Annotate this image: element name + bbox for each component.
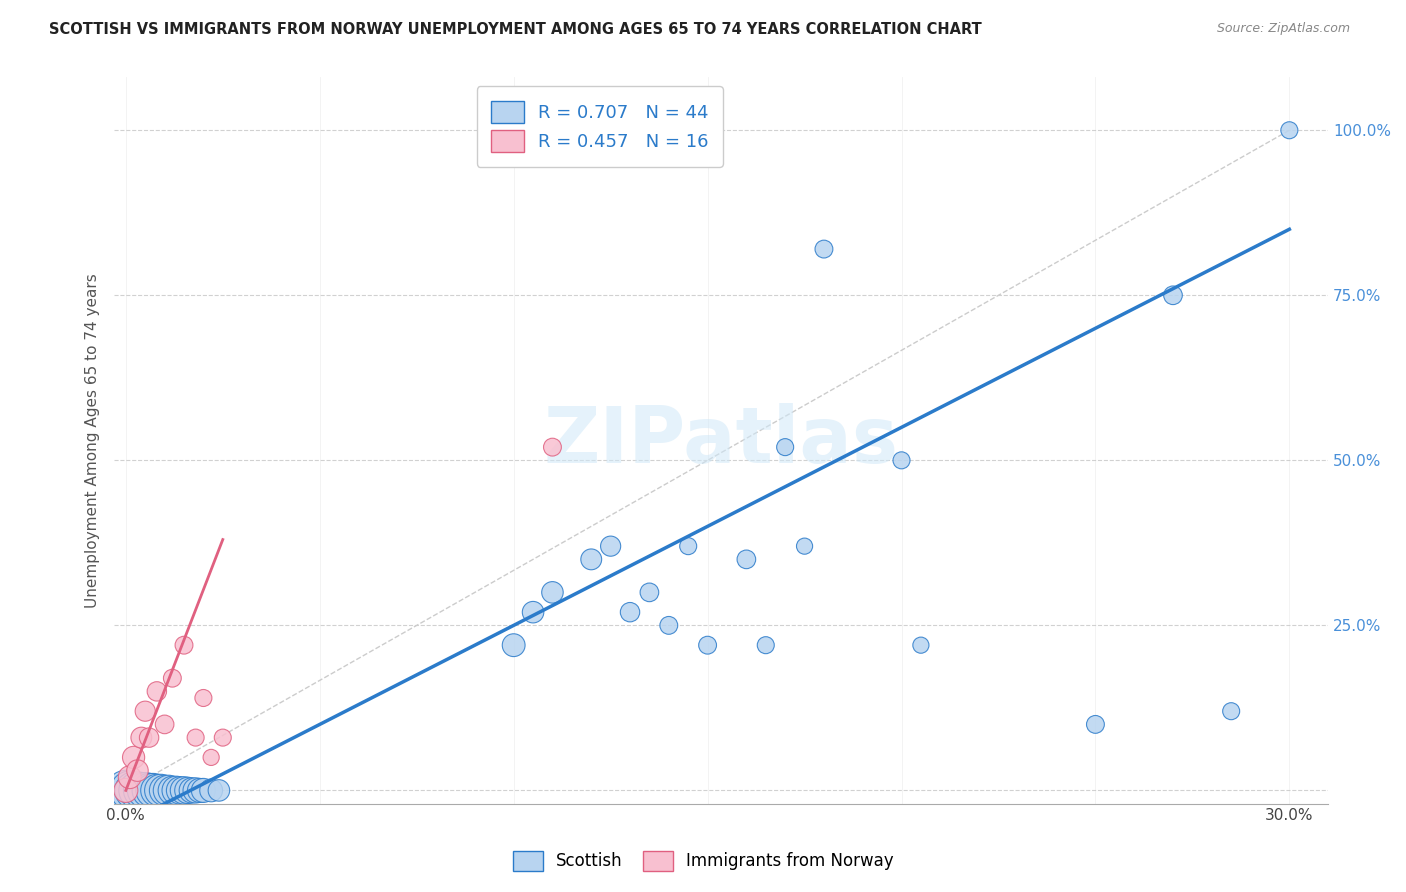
Point: [696, 638, 718, 652]
Y-axis label: Unemployment Among Ages 65 to 74 years: Unemployment Among Ages 65 to 74 years: [86, 273, 100, 608]
Point: [146, 684, 169, 698]
Point: [138, 731, 160, 745]
Point: [1220, 704, 1243, 718]
Point: [773, 440, 796, 454]
Point: [146, 783, 169, 797]
Point: [173, 783, 195, 797]
Point: [169, 783, 191, 797]
Point: [118, 770, 141, 784]
Point: [131, 783, 153, 797]
Point: [118, 783, 141, 797]
Point: [910, 638, 932, 652]
Point: [200, 783, 222, 797]
Point: [1161, 288, 1184, 302]
Point: [541, 440, 564, 454]
Legend: Scottish, Immigrants from Norway: Scottish, Immigrants from Norway: [505, 842, 901, 880]
Point: [138, 783, 160, 797]
Point: [153, 783, 176, 797]
Text: SCOTTISH VS IMMIGRANTS FROM NORWAY UNEMPLOYMENT AMONG AGES 65 TO 74 YEARS CORREL: SCOTTISH VS IMMIGRANTS FROM NORWAY UNEMP…: [49, 22, 981, 37]
Point: [134, 704, 156, 718]
Point: [581, 552, 603, 566]
Point: [184, 783, 207, 797]
Point: [890, 453, 912, 467]
Point: [162, 783, 184, 797]
Point: [157, 783, 180, 797]
Point: [619, 605, 641, 619]
Point: [676, 539, 699, 553]
Point: [1278, 123, 1301, 137]
Point: [184, 731, 207, 745]
Point: [122, 783, 145, 797]
Point: [162, 671, 184, 685]
Point: [200, 750, 222, 764]
Point: [188, 783, 211, 797]
Point: [114, 783, 136, 797]
Point: [153, 717, 176, 731]
Point: [638, 585, 661, 599]
Point: [165, 783, 187, 797]
Point: [211, 731, 233, 745]
Point: [127, 764, 149, 778]
Point: [114, 783, 136, 797]
Point: [813, 242, 835, 256]
Point: [1084, 717, 1107, 731]
Point: [134, 783, 156, 797]
Point: [173, 638, 195, 652]
Point: [127, 783, 149, 797]
Point: [541, 585, 564, 599]
Point: [177, 783, 200, 797]
Point: [793, 539, 815, 553]
Text: Source: ZipAtlas.com: Source: ZipAtlas.com: [1216, 22, 1350, 36]
Point: [522, 605, 544, 619]
Point: [180, 783, 202, 797]
Point: [735, 552, 758, 566]
Point: [131, 731, 153, 745]
Text: ZIPatlas: ZIPatlas: [544, 402, 898, 478]
Point: [502, 638, 524, 652]
Point: [658, 618, 681, 632]
Point: [193, 691, 215, 706]
Point: [142, 783, 165, 797]
Point: [599, 539, 621, 553]
Point: [755, 638, 778, 652]
Point: [193, 783, 215, 797]
Legend: R = 0.707   N = 44, R = 0.457   N = 16: R = 0.707 N = 44, R = 0.457 N = 16: [477, 87, 723, 167]
Point: [208, 783, 231, 797]
Point: [149, 783, 172, 797]
Point: [122, 750, 145, 764]
